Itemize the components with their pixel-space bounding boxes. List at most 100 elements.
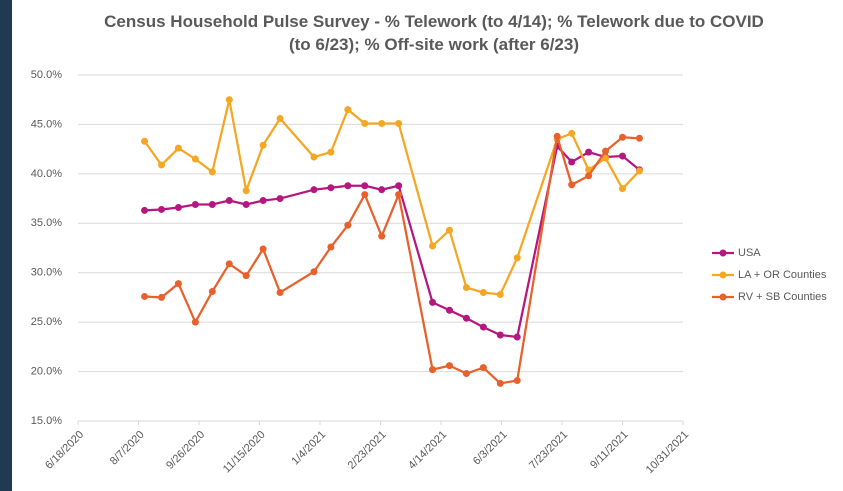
x-tick-label: 8/7/2020	[108, 429, 147, 468]
data-point	[602, 147, 610, 155]
data-point	[496, 331, 504, 339]
chart: 15.0% 20.0% 25.0% 30.0% 35.0% 40.0% 45.0% 50.0%…	[31, 69, 827, 476]
data-point	[191, 155, 199, 163]
data-point	[513, 333, 521, 341]
data-point	[225, 260, 233, 268]
data-point	[242, 201, 250, 209]
data-point	[395, 191, 403, 199]
data-point	[619, 152, 626, 160]
y-tick-label: 30.0%	[31, 267, 62, 279]
legend-label: LA + OR Counties	[738, 269, 827, 281]
data-point	[429, 366, 437, 374]
data-point	[225, 96, 233, 104]
data-point	[568, 158, 576, 166]
x-tick-label: 4/14/2021	[406, 429, 449, 472]
data-point	[395, 119, 403, 127]
data-point	[619, 185, 626, 193]
data-point	[585, 172, 593, 180]
data-point	[619, 133, 626, 141]
x-tick-label: 7/23/2021	[527, 429, 570, 472]
x-tick-label: 9/11/2021	[588, 429, 631, 472]
data-point	[157, 161, 165, 169]
data-point	[174, 280, 182, 288]
legend-marker	[719, 249, 727, 257]
x-tick-label: 6/18/2020	[43, 429, 86, 472]
data-point	[327, 243, 335, 251]
y-tick-label: 25.0%	[31, 316, 62, 328]
data-point	[361, 191, 369, 199]
x-tick-label: 9/26/2020	[164, 429, 207, 472]
data-point	[208, 201, 216, 209]
data-point	[157, 293, 165, 301]
data-point	[141, 206, 149, 214]
data-point	[141, 137, 149, 145]
data-point	[479, 364, 487, 372]
y-tick-label: 15.0%	[31, 415, 62, 427]
x-tick-label: 10/31/2021	[644, 429, 691, 476]
data-point	[310, 268, 318, 276]
x-tick-label: 1/4/2021	[289, 429, 328, 468]
data-point	[225, 197, 233, 205]
data-point	[395, 182, 403, 190]
data-point	[479, 323, 487, 331]
data-point	[327, 184, 335, 192]
x-tick-label: 11/15/2020	[221, 429, 268, 476]
data-point	[327, 148, 335, 156]
data-point	[276, 114, 284, 122]
data-point	[259, 245, 267, 253]
data-point	[429, 242, 437, 250]
y-tick-label: 20.0%	[31, 365, 62, 377]
data-point	[242, 187, 250, 195]
data-point	[445, 362, 453, 370]
data-point	[141, 292, 149, 300]
legend-marker	[719, 271, 727, 279]
y-tick-label: 35.0%	[31, 217, 62, 229]
data-point	[513, 254, 521, 262]
y-tick-label: 40.0%	[31, 168, 62, 180]
data-point	[602, 154, 610, 162]
data-point	[208, 287, 216, 295]
data-point	[553, 132, 561, 140]
data-point	[208, 168, 216, 176]
data-point	[378, 186, 386, 194]
data-point	[568, 129, 576, 137]
data-point	[496, 290, 504, 298]
data-point	[310, 153, 318, 161]
data-point	[344, 221, 352, 229]
y-tick-label: 45.0%	[31, 118, 62, 130]
data-point	[344, 182, 352, 190]
data-point	[276, 288, 284, 296]
data-point	[635, 134, 643, 142]
series-line	[143, 99, 641, 296]
data-point	[276, 195, 284, 203]
data-point	[429, 298, 437, 306]
data-point	[174, 203, 182, 211]
data-point	[191, 318, 199, 326]
data-point	[242, 272, 250, 280]
data-point	[174, 144, 182, 152]
data-point	[568, 181, 576, 189]
data-point	[344, 106, 352, 114]
data-point	[259, 197, 267, 205]
data-point	[445, 226, 453, 234]
data-point	[585, 148, 593, 156]
data-point	[191, 201, 199, 209]
data-point	[462, 314, 470, 322]
data-point	[361, 119, 369, 127]
data-point	[378, 119, 386, 127]
data-point	[462, 370, 470, 378]
data-point	[310, 186, 318, 194]
chart-title: Census Household Pulse Survey - % Telewo…	[104, 12, 764, 54]
series-line	[144, 143, 641, 339]
legend-label: RV + SB Counties	[738, 291, 827, 303]
y-tick-label: 50.0%	[31, 69, 62, 81]
data-point	[259, 141, 267, 149]
data-point	[378, 232, 386, 240]
data-point	[496, 379, 504, 387]
legend-label: USA	[738, 247, 761, 259]
legend-marker	[719, 293, 727, 301]
chart-card: Census Household Pulse Survey - % Telewo…	[12, 0, 843, 491]
data-point	[513, 376, 521, 384]
data-point	[635, 167, 643, 175]
